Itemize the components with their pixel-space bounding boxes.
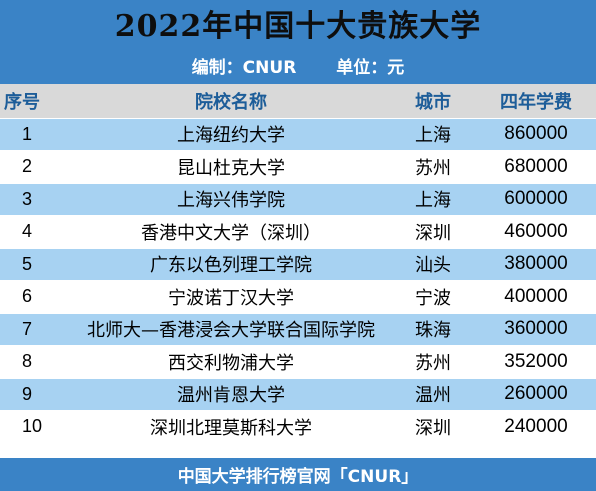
table-row: 5 广东以色列理工学院 汕头 380000	[0, 248, 596, 281]
cell-name: 深圳北理莫斯科大学	[72, 410, 390, 444]
table-row: 8 西交利物浦大学 苏州 352000	[0, 345, 596, 379]
cell-rank: 3	[0, 183, 72, 216]
table-row: 4 香港中文大学（深圳） 深圳 460000	[0, 215, 596, 249]
cell-fee: 460000	[476, 215, 596, 249]
cell-name: 上海纽约大学	[72, 118, 390, 151]
cell-name: 香港中文大学（深圳）	[72, 215, 390, 249]
table-row: 1 上海纽约大学 上海 860000	[0, 118, 596, 151]
cell-fee: 380000	[476, 248, 596, 281]
table-row: 10 深圳北理莫斯科大学 深圳 240000	[0, 410, 596, 444]
footer-text: 中国大学排行榜官网「CNUR」	[177, 467, 419, 487]
table-row: 6 宁波诺丁汉大学 宁波 400000	[0, 280, 596, 314]
cell-fee: 240000	[476, 410, 596, 444]
cell-name: 北师大—香港浸会大学联合国际学院	[72, 313, 390, 346]
table-row: 7 北师大—香港浸会大学联合国际学院 珠海 360000	[0, 313, 596, 346]
unit-label: 单位：元	[336, 57, 405, 78]
header-city: 城市	[390, 84, 476, 119]
cell-rank: 7	[0, 313, 72, 346]
cell-name: 宁波诺丁汉大学	[72, 280, 390, 314]
cell-rank: 8	[0, 345, 72, 379]
cell-name: 温州肯恩大学	[72, 378, 390, 411]
cell-fee: 352000	[476, 345, 596, 379]
table-body: 1 上海纽约大学 上海 860000 2 昆山杜克大学 苏州 680000 3 …	[0, 118, 596, 444]
subtitle-bar: 编制：CNUR 单位：元	[0, 46, 596, 84]
cell-fee: 360000	[476, 313, 596, 346]
cell-city: 珠海	[390, 313, 476, 346]
table-header-row: 序号 院校名称 城市 四年学费	[0, 84, 596, 119]
header-rank: 序号	[0, 84, 72, 119]
cell-rank: 10	[0, 410, 72, 444]
table-row: 9 温州肯恩大学 温州 260000	[0, 378, 596, 411]
header-fee: 四年学费	[476, 84, 596, 119]
cell-rank: 9	[0, 378, 72, 411]
cell-city: 深圳	[390, 410, 476, 444]
cell-fee: 860000	[476, 118, 596, 151]
cell-city: 深圳	[390, 215, 476, 249]
cell-rank: 2	[0, 150, 72, 184]
cell-city: 苏州	[390, 150, 476, 184]
footer-bar: 中国大学排行榜官网「CNUR」	[0, 458, 596, 491]
table-row: 3 上海兴伟学院 上海 600000	[0, 183, 596, 216]
cell-fee: 400000	[476, 280, 596, 314]
cell-rank: 6	[0, 280, 72, 314]
page-title: 2022年中国十大贵族大学	[114, 9, 482, 44]
cell-city: 苏州	[390, 345, 476, 379]
header-name: 院校名称	[72, 84, 390, 119]
table-header: 序号 院校名称 城市 四年学费	[0, 84, 596, 119]
cell-rank: 4	[0, 215, 72, 249]
cell-fee: 600000	[476, 183, 596, 216]
cell-city: 上海	[390, 183, 476, 216]
cell-city: 宁波	[390, 280, 476, 314]
cell-name: 上海兴伟学院	[72, 183, 390, 216]
cell-fee: 680000	[476, 150, 596, 184]
cell-fee: 260000	[476, 378, 596, 411]
title-bar: 2022年中国十大贵族大学	[0, 0, 596, 46]
cell-rank: 5	[0, 248, 72, 281]
cell-rank: 1	[0, 118, 72, 151]
ranking-table: 序号 院校名称 城市 四年学费 1 上海纽约大学 上海 860000 2 昆山杜…	[0, 84, 596, 444]
cell-name: 广东以色列理工学院	[72, 248, 390, 281]
table-row: 2 昆山杜克大学 苏州 680000	[0, 150, 596, 184]
cell-city: 汕头	[390, 248, 476, 281]
cell-name: 昆山杜克大学	[72, 150, 390, 184]
cell-city: 温州	[390, 378, 476, 411]
editor-label: 编制：CNUR	[191, 57, 297, 78]
cell-name: 西交利物浦大学	[72, 345, 390, 379]
cell-city: 上海	[390, 118, 476, 151]
